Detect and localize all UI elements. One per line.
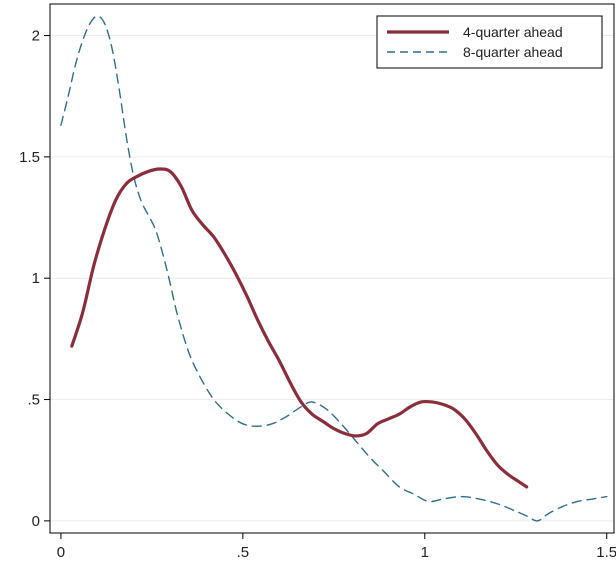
axes: 0 .5 1 1.5 2 0 .5 1 1.5 [19, 28, 616, 561]
series-line-8-quarter [60, 15, 608, 522]
legend-label: 8-quarter ahead [463, 44, 563, 60]
x-tick-label: 0 [57, 544, 65, 561]
x-tick-label: .5 [237, 544, 250, 561]
grid-lines [50, 35, 614, 522]
x-tick-label: 1.5 [596, 544, 616, 561]
legend-label: 4-quarter ahead [463, 24, 563, 40]
y-tick-label: 1.5 [19, 149, 40, 166]
series-lines [60, 15, 608, 522]
y-tick-label: 1 [32, 270, 40, 287]
x-tick-label: 1 [421, 544, 429, 561]
y-tick-label: 2 [32, 28, 40, 45]
series-line-4-quarter [70, 167, 529, 489]
legend: 4-quarter ahead 8-quarter ahead [376, 15, 603, 69]
legend-box [376, 15, 603, 69]
y-tick-label: .5 [27, 392, 40, 409]
plot-area-frame [49, 3, 615, 534]
y-tick-label: 0 [32, 513, 40, 530]
